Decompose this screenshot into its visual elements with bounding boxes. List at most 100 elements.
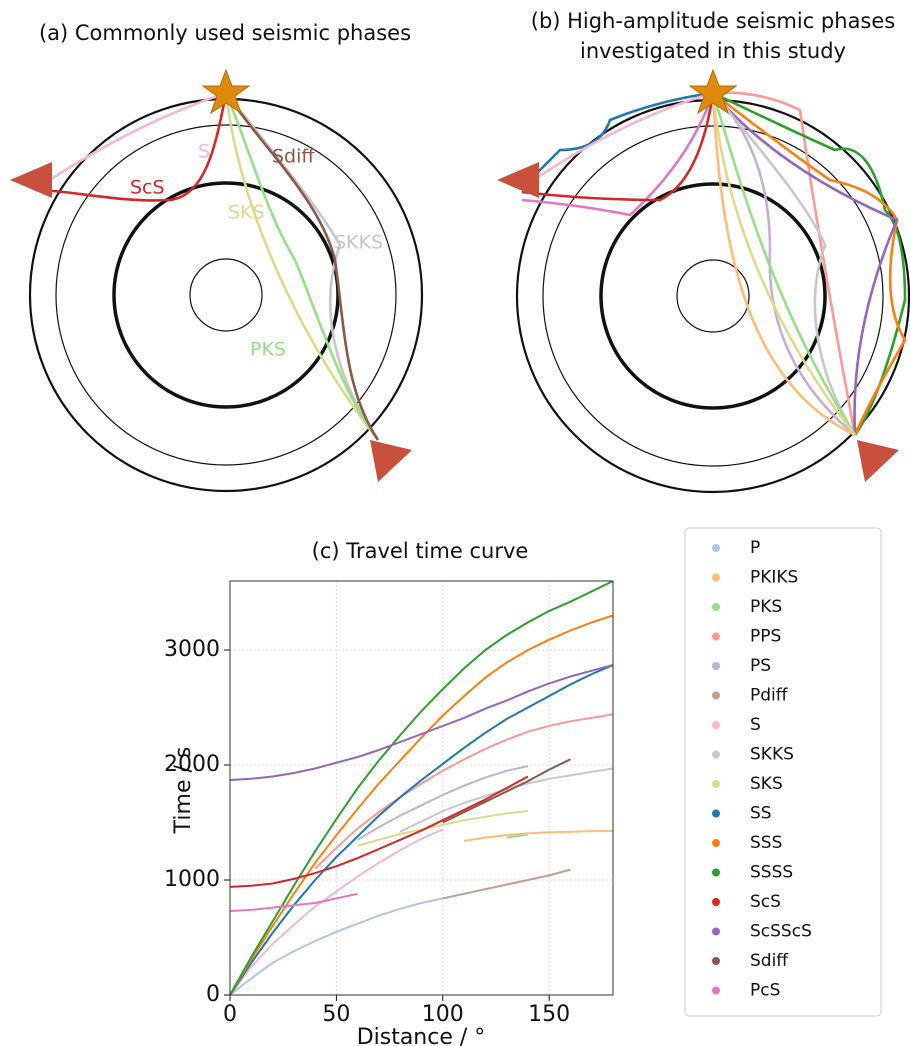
legend-marker [712, 573, 720, 582]
series-line [230, 828, 444, 995]
series-line [442, 758, 571, 824]
panel-title: (a) Commonly used seismic phases [39, 21, 411, 45]
legend-box [684, 527, 882, 1017]
ray-sdiff [224, 92, 380, 441]
phase-label: PKS [250, 339, 286, 361]
y-axis-label: Time / s [171, 747, 196, 835]
legend-marker [712, 750, 720, 759]
ray-sks [224, 92, 380, 441]
y-tick-label: 1000 [164, 867, 220, 892]
legend-label: P [750, 538, 760, 558]
legend-label: S [750, 715, 761, 735]
core-boundary [599, 182, 827, 410]
panel-title: (b) High-amplitude seismic phases [531, 9, 896, 33]
y-tick-label: 0 [206, 982, 220, 1007]
phase-label: Sdiff [272, 146, 315, 168]
phase-label: SKKS [334, 232, 383, 254]
x-tick-label: 150 [528, 1002, 570, 1027]
legend-marker [712, 927, 720, 936]
x-tick-label: 0 [223, 1002, 237, 1027]
legend-label: SS [750, 804, 772, 824]
ray-sss [712, 91, 907, 436]
legend-label: PKS [750, 597, 782, 617]
legend-label: PcS [750, 981, 780, 1001]
ray-scs [521, 92, 715, 202]
mantle-boundary [542, 125, 884, 467]
receiver [10, 162, 52, 198]
legend-marker [712, 986, 720, 995]
legend-marker [712, 898, 720, 906]
legend-marker [712, 780, 720, 788]
ray-pcs [521, 92, 715, 217]
legend-label: Pdiff [750, 686, 789, 706]
travel-time-chart: (c) Travel time curve Time / s Distance … [171, 527, 882, 1046]
ray-s [34, 91, 227, 192]
ray-skks [712, 92, 857, 436]
series-line [506, 833, 529, 839]
chart-title: (c) Travel time curve [312, 539, 529, 563]
series-line [230, 664, 613, 781]
legend-label: SKS [750, 774, 783, 794]
receiver [857, 440, 899, 482]
panel-a: (a) Commonly used seismic phases S ScS S… [10, 21, 424, 493]
legend-marker [712, 868, 720, 877]
series-line [314, 713, 613, 870]
source-star [201, 68, 251, 115]
ray-pks [711, 92, 857, 436]
series-line [357, 810, 529, 847]
ray-pkiks [711, 92, 856, 437]
legend-label: ScS [750, 892, 781, 912]
panel-b: (b) High-amplitude seismic phases invest… [497, 9, 910, 494]
legend-label: SSSS [750, 863, 793, 883]
ray-ss [521, 91, 714, 189]
y-tick-label: 2000 [164, 752, 220, 777]
ray-pks [224, 92, 380, 441]
legend-marker [712, 957, 720, 965]
x-axis-label: Distance / ° [357, 1025, 486, 1046]
earth-surface [28, 97, 424, 493]
inner-core [676, 259, 750, 333]
core-boundary [112, 181, 340, 409]
legend-marker [712, 544, 720, 552]
x-tick-label: 50 [322, 1002, 350, 1027]
series-line [357, 765, 529, 841]
receiver [370, 440, 412, 482]
series-line [463, 830, 613, 842]
x-tick-label: 100 [422, 1002, 464, 1027]
series-line [230, 581, 613, 995]
legend-label: ScSScS [750, 922, 812, 942]
ray-sks [711, 92, 857, 436]
legend-marker [712, 721, 720, 729]
phase-label: ScS [130, 177, 165, 199]
ray-scsscs [712, 92, 899, 436]
legend-label: PS [750, 656, 771, 676]
series-line [230, 897, 444, 995]
legend-label: SSS [750, 833, 782, 853]
ray-ps [712, 92, 856, 436]
phase-label: SKS [228, 202, 265, 224]
inner-core [189, 258, 263, 332]
receiver [497, 162, 539, 198]
legend-marker [712, 632, 720, 641]
ray-s [521, 91, 714, 190]
legend-label: Sdiff [750, 951, 789, 971]
ray-scs [34, 92, 228, 202]
series-line [442, 868, 571, 900]
plot-frame [229, 580, 614, 996]
legend-marker [712, 839, 720, 847]
legend-label: PPS [750, 627, 781, 647]
series-line [230, 892, 358, 912]
source-star [688, 68, 738, 115]
ray-skks [224, 92, 380, 441]
legend-marker [712, 809, 720, 818]
mantle-boundary [55, 124, 397, 466]
panel-title: investigated in this study [580, 39, 846, 63]
phase-label: S [198, 141, 210, 163]
series-line [230, 614, 613, 995]
legend-label: PKIKS [750, 568, 798, 588]
ray-ssss [712, 91, 907, 436]
series-line [230, 775, 529, 888]
legend-marker [712, 691, 720, 700]
y-tick-label: 3000 [164, 637, 220, 662]
